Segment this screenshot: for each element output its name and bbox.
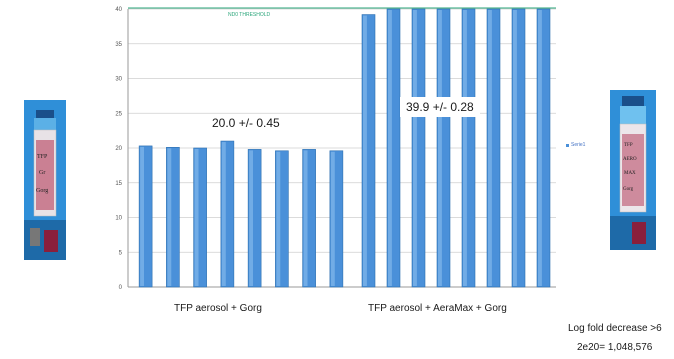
annotation-group-2: 39.9 +/- 0.28: [400, 97, 480, 117]
svg-text:Gr: Gr: [39, 170, 45, 176]
bar-highlight: [413, 10, 417, 286]
svg-text:Gorg: Gorg: [623, 187, 634, 192]
tube-label-text: TFP: [37, 154, 48, 160]
threshold-label: ND0 THRESHOLD: [228, 12, 271, 18]
bar-highlight: [438, 10, 442, 286]
bar-highlight: [330, 151, 335, 286]
annotation-group-1: 20.0 +/- 0.45: [212, 116, 280, 130]
bar-highlight: [463, 10, 467, 286]
bar-highlight: [303, 150, 308, 286]
sample-tube-photo-right: TFP AERO MAX Gorg: [610, 90, 656, 250]
y-tick-label: 30: [115, 77, 122, 83]
bar-highlight: [194, 149, 199, 286]
svg-text:MAX: MAX: [624, 171, 636, 176]
sample-tube-photo-left: TFP Gr Gorg: [24, 100, 66, 260]
bar-highlight: [538, 10, 542, 286]
legend-label: Serie1: [571, 142, 586, 148]
y-tick-label: 15: [115, 181, 122, 187]
footnote-power: 2e20= 1,048,576: [577, 342, 653, 353]
legend-swatch: [566, 143, 569, 147]
x-tick-label: TFP aerosol + AeraMax + Gorg: [368, 303, 507, 314]
bar-highlight: [363, 15, 367, 287]
bar-highlight: [221, 142, 226, 286]
y-tick-label: 20: [115, 146, 122, 152]
bar-highlight: [249, 150, 254, 286]
y-tick-label: 40: [115, 7, 122, 13]
svg-text:TFP: TFP: [624, 143, 633, 148]
bar-highlight: [167, 148, 172, 286]
threshold-line-group: ND0 THRESHOLD: [128, 7, 556, 18]
footnote-log-fold: Log fold decrease >6: [568, 323, 662, 334]
bar-highlight: [513, 10, 517, 286]
bar-highlight: [488, 10, 492, 286]
bar-highlight: [388, 10, 392, 286]
y-tick-label: 0: [119, 285, 123, 291]
x-tick-label: TFP aerosol + Gorg: [174, 303, 262, 314]
legend: Serie1: [566, 142, 585, 148]
y-tick-label: 35: [115, 42, 122, 48]
svg-text:AERO: AERO: [623, 157, 637, 162]
bar-highlight: [140, 146, 145, 286]
y-tick-label: 5: [119, 250, 123, 256]
svg-text:Gorg: Gorg: [36, 188, 48, 194]
y-tick-label: 25: [115, 111, 122, 117]
bar-highlight: [276, 151, 281, 286]
y-tick-label: 10: [115, 216, 122, 222]
bars: [138, 8, 551, 288]
